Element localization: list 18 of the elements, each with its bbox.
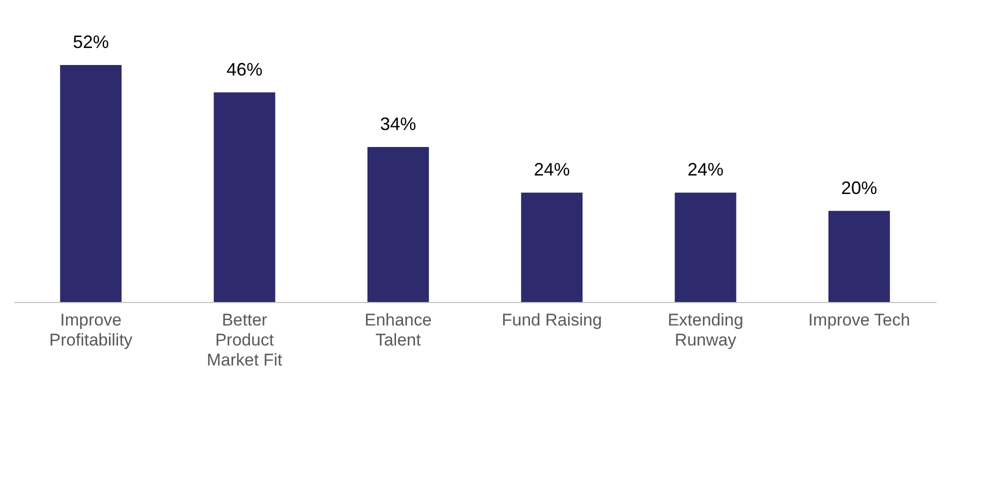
x-tick-label: Fund Raising — [502, 310, 602, 330]
x-tick-label: Better Product Market Fit — [206, 310, 283, 370]
bar — [674, 192, 736, 302]
bar — [60, 65, 122, 302]
data-label: 20% — [841, 178, 878, 198]
data-label: 24% — [687, 160, 724, 180]
bar — [521, 192, 583, 302]
x-tick-label: Extending Runway — [668, 310, 744, 350]
x-tick-label: Improve Profitability — [49, 310, 133, 350]
bar — [828, 210, 890, 302]
bar — [214, 92, 276, 302]
x-tick-label: Enhance Talent — [364, 310, 432, 350]
data-label: 24% — [534, 160, 570, 180]
data-label: 52% — [72, 32, 109, 52]
x-tick-label: Improve Tech — [808, 310, 910, 330]
data-label: 46% — [226, 59, 263, 80]
data-label: 34% — [380, 114, 416, 134]
bar — [367, 147, 429, 302]
